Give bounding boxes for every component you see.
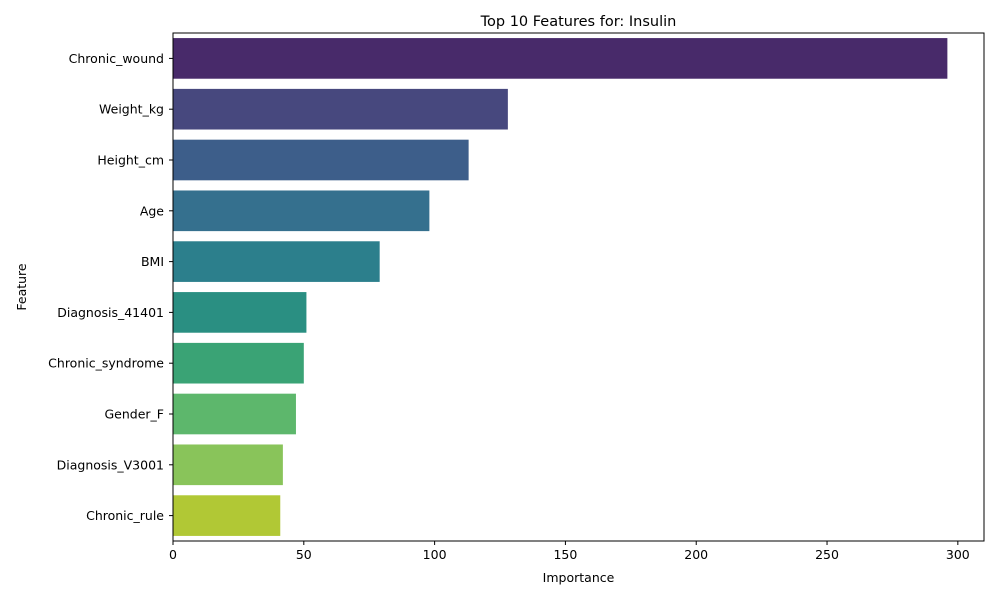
bar-diagnosis-41401	[173, 292, 307, 333]
x-tick-label: 0	[169, 547, 177, 562]
x-tick-label: 50	[296, 547, 312, 562]
x-tick-label: 300	[946, 547, 970, 562]
y-axis-label: Feature	[14, 263, 29, 311]
y-tick-label: Diagnosis_V3001	[57, 457, 164, 472]
x-tick-label: 200	[684, 547, 708, 562]
y-axis-ticks: Chronic_wound Weight_kg Height_cm Age BMI Dia…	[48, 51, 173, 523]
x-axis-ticks: 0 50 100 150 200 250 300	[169, 541, 970, 562]
y-tick-label: BMI	[141, 254, 164, 269]
y-tick-label: Height_cm	[97, 153, 164, 168]
bar-bmi	[173, 241, 380, 282]
bar-gender-f	[173, 393, 296, 435]
y-tick-label: Diagnosis_41401	[57, 305, 164, 320]
y-tick-label: Gender_F	[104, 407, 164, 422]
chart-title: Top 10 Features for: Insulin	[480, 14, 677, 30]
plot-frame	[172, 32, 985, 542]
bar-chronic-wound	[173, 38, 948, 79]
bar-height-cm	[173, 139, 469, 181]
y-tick-label: Weight_kg	[99, 102, 164, 117]
x-tick-label: 100	[423, 547, 447, 562]
bar-age	[173, 190, 430, 232]
bar-weight-kg	[173, 88, 508, 130]
x-axis-label: Importance	[543, 570, 615, 585]
y-tick-label: Chronic_wound	[69, 51, 164, 66]
y-tick-label: Chronic_rule	[86, 508, 164, 523]
bar-diagnosis-v3001	[173, 444, 283, 486]
y-tick-label: Age	[140, 203, 164, 218]
x-tick-label: 150	[553, 547, 577, 562]
bar-chronic-rule	[173, 495, 281, 536]
x-tick-label: 250	[815, 547, 839, 562]
bar-chronic-syndrome	[173, 342, 304, 384]
bars-group	[173, 38, 948, 536]
y-tick-label: Chronic_syndrome	[48, 356, 164, 371]
